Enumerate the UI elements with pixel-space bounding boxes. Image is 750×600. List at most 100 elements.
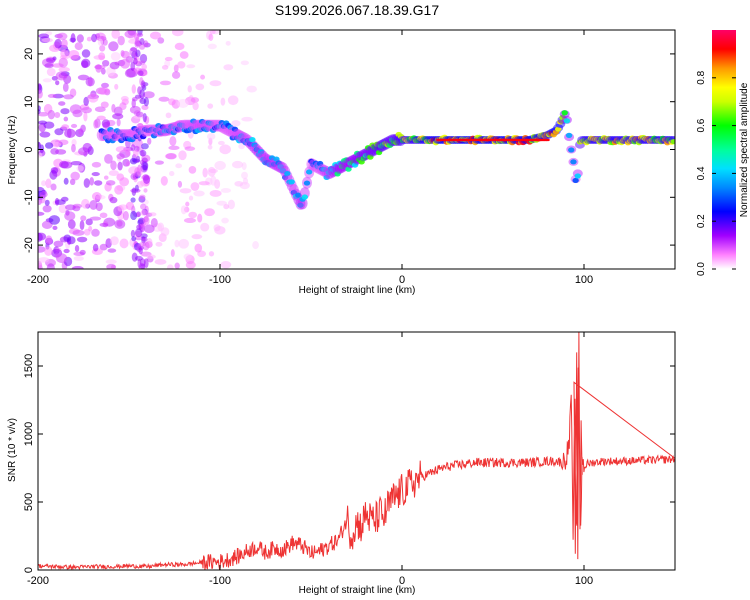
spectrogram-noise-blob [47,93,57,98]
spectrogram-noise-blob [136,32,144,38]
spectrogram-noise-blob [41,180,47,187]
snr-y-tick-label: 1000 [23,422,35,446]
spectrogram-noise-blob [38,83,42,92]
spectrogram-noise-blob [69,37,77,43]
spectrogram-ridge-blob [305,169,313,175]
spectrogram-noise-blob [119,177,130,187]
spectrogram-noise-blob [96,115,106,121]
spectrogram-noise-blob [61,38,68,49]
colorbar-gradient [712,30,736,269]
spectrogram-noise-blob [63,94,74,100]
spectrogram-ridge-blob [303,180,311,186]
chart-title: S199.2026.067.18.39.G17 [275,2,439,18]
spectrogram-noise-blob [121,50,130,59]
spectrogram-noise-blob [206,132,216,140]
spectrogram-noise-blob [225,40,231,46]
spectrogram-noise-blob [109,61,120,70]
spectrogram-ridge-blob [572,177,579,184]
spectrogram-noise-blob [139,242,147,247]
spectrogram-noise-blob [94,106,106,113]
spectrogram-ridge-blob [574,173,582,179]
colorbar-tick-label: 0.2 [696,214,707,228]
spectrogram-noise-blob [190,97,200,103]
spectrogram-noise-blob [173,64,179,73]
spectrogram-noise-blob [45,178,52,189]
spectrogram-noise-blob [63,177,69,185]
spectrogram-noise-blob [188,165,197,174]
spectrogram-noise-blob [115,146,127,153]
spectrogram-noise-blob [38,120,48,125]
spectrogram-noise-blob [46,67,56,77]
spectrogram-noise-blob [58,66,70,73]
spectrogram-noise-blob [142,71,148,76]
spectrogram-noise-blob [93,180,103,186]
spectrogram-noise-blob [219,144,231,155]
spectrogram-noise-blob [99,44,106,52]
spectrogram-noise-blob [130,229,136,238]
spectrogram-noise-blob [117,35,125,46]
spectrogram-noise-blob [116,153,125,160]
spectrogram-noise-blob [141,157,148,163]
spectrogram-noise-blob [197,213,203,223]
spectrogram-y-tick-label: 20 [23,48,35,60]
spectrogram-noise-blob [120,58,131,69]
snr-y-ticks: 0 500 1000 1500 [23,354,675,573]
spectrogram-noise-blob [141,63,148,70]
spectrogram-noise-blob [44,246,53,256]
spectrogram-noise-blob [102,59,110,67]
spectrogram-noise-blob [120,95,129,102]
spectrogram-noise-blob [93,119,99,129]
spectrogram-noise-blob [169,171,175,177]
spectrogram-noise-blob [58,57,68,68]
spectrogram-noise-blob [186,64,196,69]
snr-x-axis-label: Height of straight line (km) [299,585,416,596]
spectrogram-noise-blob [119,102,127,111]
spectrogram-ridge-blob [670,138,675,145]
spectrogram-noise-blob [65,204,76,211]
spectrogram-noise-blob [191,234,203,240]
spectrogram-noise-blob [175,163,183,169]
spectrogram-noise-blob [38,152,43,158]
spectrogram-noise-blob [54,198,60,206]
spectrogram-noise-blob [137,258,142,269]
spectrogram-noise-blob [64,211,76,221]
spectrogram-noise-blob [39,191,48,198]
spectrogram-noise-blob [50,183,57,191]
spectrogram-noise-blob [179,51,189,59]
spectrogram-noise-blob [38,105,41,112]
spectrogram-noise-blob [240,60,249,66]
spectrogram-noise-blob [130,61,136,71]
spectrogram-noise-blob [79,249,86,255]
spectrogram-ridge-core [545,138,550,142]
spectrogram-noise-blob [91,228,100,237]
spectrogram-noise-blob [101,82,109,89]
spectrogram-noise-blob [202,167,208,178]
colorbar-label: Normalized spectral amplitude [739,82,750,217]
spectrogram-ridge-blob [570,159,577,165]
spectrogram-noise-blob [88,225,93,232]
spectrogram-noise-blob [122,210,129,221]
spectrogram-noise-blob [83,96,89,106]
spectrogram-noise-blob [91,192,102,201]
spectrogram-noise-blob [161,65,169,70]
spectrogram-noise-blob [63,116,69,122]
spectrogram-noise-blob [71,144,76,153]
spectrogram-noise-blob [135,111,144,118]
spectrogram-noise-blob [160,175,168,186]
spectrogram-noise-blob [209,30,216,35]
spectrogram-noise-blob [66,128,72,138]
spectrogram-noise-blob [117,161,123,171]
spectrogram-noise-blob [78,128,84,136]
spectrogram-noise-blob [45,142,54,149]
spectrogram-noise-blob [147,137,152,145]
spectrogram-noise-blob [190,182,200,191]
snr-y-tick-label: 500 [23,493,35,511]
spectrogram-noise-blob [183,253,192,260]
spectrogram-noise-blob [100,101,109,109]
spectrogram-noise-blob [168,145,180,151]
spectrogram-noise-blob [87,93,99,103]
spectrogram-ridge-blob [563,118,571,124]
spectrogram-noise-blob [188,195,194,201]
spectrogram-noise-blob [110,51,121,61]
spectrogram-noise-blob [87,76,93,87]
